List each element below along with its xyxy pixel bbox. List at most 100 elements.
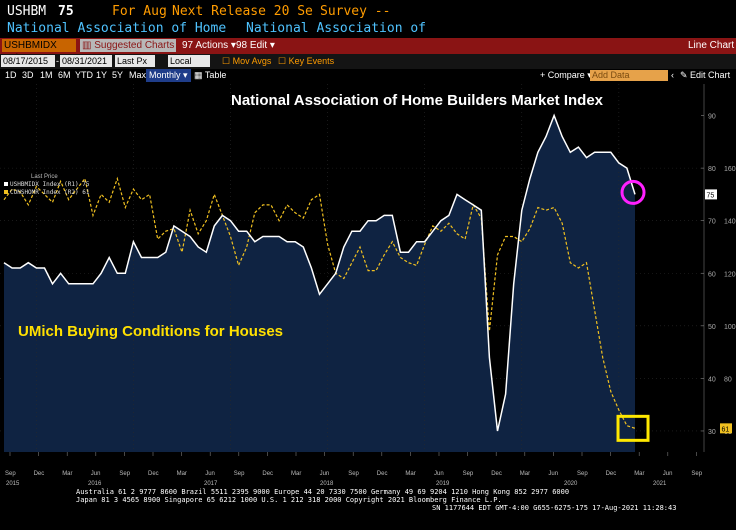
- x-tick-label: Jun: [434, 471, 444, 477]
- next-release: Next Release 20 Se: [172, 4, 313, 19]
- series-line-ushbmidx: [3, 113, 636, 432]
- x-tick-label: Dec: [34, 471, 45, 477]
- description-1: National Association of Home: [7, 21, 227, 36]
- suggested-charts-button[interactable]: ▥ Suggested Charts: [80, 39, 176, 52]
- currency-select[interactable]: Local CCY: [168, 55, 210, 78]
- for-period: For Aug: [112, 4, 167, 19]
- compare-button[interactable]: + Compare ▾: [540, 69, 592, 82]
- ticker-field[interactable]: USHBMIDX Index: [2, 39, 76, 64]
- command-bar: USHBMIDX Index ▥ Suggested Charts 97 Act…: [0, 38, 736, 64]
- pencil-icon: ✎: [680, 70, 691, 80]
- frequency-label: Monthly: [149, 70, 181, 80]
- add-data-input[interactable]: Add Data: [590, 70, 668, 81]
- last-value-label-yellow: 61: [722, 426, 730, 433]
- chart-area: 3040506070809060801001201401607561SepDec…: [0, 82, 736, 487]
- last-value-label-white: 75: [707, 192, 715, 199]
- highlight-box: [616, 414, 650, 442]
- x-tick-label: Sep: [5, 471, 16, 477]
- survey: Survey --: [320, 4, 391, 19]
- x-tick-label: Mar: [62, 471, 72, 477]
- zoom-back-icon[interactable]: ‹: [671, 70, 674, 80]
- series-line-conshomr: [3, 176, 636, 429]
- x-tick-label: Mar: [520, 471, 530, 477]
- y2-tick-label: 160: [724, 166, 736, 173]
- checkbox-icon: ☐: [222, 56, 233, 66]
- period-5y[interactable]: 5Y: [112, 70, 124, 80]
- key-events-label: Key Events: [288, 56, 335, 66]
- x-tick-label: Dec: [262, 471, 273, 477]
- series-annotation: UMich Buying Conditions for Houses: [18, 323, 283, 340]
- year-label: 2018: [320, 481, 334, 486]
- table-icon: ▦: [194, 70, 205, 80]
- compare-label: Compare: [547, 70, 585, 80]
- last-value: 75: [58, 4, 74, 19]
- end-date-input[interactable]: 08/31/2021: [60, 55, 112, 67]
- x-tick-label: Jun: [205, 471, 215, 477]
- edit-label: Edit: [249, 40, 268, 51]
- legend-swatch: [4, 182, 8, 186]
- footer: Australia 61 2 9777 8600 Brazil 5511 239…: [0, 486, 736, 530]
- key-events-toggle[interactable]: ☐ Key Events: [278, 55, 334, 67]
- x-tick-label: Mar: [177, 471, 187, 477]
- y-tick-label: 60: [708, 271, 716, 278]
- y2-tick-label: 80: [724, 376, 732, 383]
- legend-label: USHBMIDX Index (R1) 75: [10, 181, 90, 188]
- series-area-fill: [4, 115, 636, 452]
- header: USHBM 75 For Aug Next Release 20 Se Surv…: [0, 0, 736, 38]
- footer-line-2: Japan 81 3 4565 8900 Singapore 65 6212 1…: [76, 496, 502, 504]
- checkbox-icon: ☐: [278, 56, 289, 66]
- x-tick-label: Sep: [691, 471, 702, 477]
- x-tick-label: Sep: [577, 471, 588, 477]
- x-tick-label: Mar: [291, 471, 301, 477]
- table-label: Table: [204, 70, 227, 80]
- edit-menu[interactable]: 98 Edit ▾: [236, 39, 275, 52]
- y-tick-label: 90: [708, 114, 716, 121]
- highlight-circle: [620, 179, 646, 205]
- year-label: 2017: [204, 481, 218, 486]
- period-6m[interactable]: 6M: [58, 70, 71, 80]
- edit-chart-button[interactable]: ✎ Edit Chart: [680, 69, 730, 82]
- y2-tick-label: 100: [724, 324, 736, 331]
- x-tick-label: Jun: [548, 471, 558, 477]
- last-value-tag-yellow: [720, 423, 732, 434]
- x-tick-label: Sep: [463, 471, 474, 477]
- year-label: 2019: [436, 481, 450, 486]
- date-separator-icon: -: [56, 56, 59, 66]
- x-tick-label: Mar: [405, 471, 415, 477]
- x-tick-label: Dec: [377, 471, 388, 477]
- start-date-input[interactable]: 08/17/2015: [1, 55, 55, 67]
- last-value-tag-white: [705, 189, 717, 200]
- axis-panel: [704, 82, 736, 486]
- y-tick-label: 30: [708, 429, 716, 436]
- frequency-select[interactable]: Monthly ▾: [146, 69, 191, 82]
- period-1m[interactable]: 1M: [40, 70, 53, 80]
- chevron-down-icon: ▾: [267, 40, 275, 51]
- period-1y[interactable]: 1Y: [96, 70, 108, 80]
- actions-menu[interactable]: 97 Actions ▾: [182, 39, 236, 52]
- y-tick-label: 50: [708, 324, 716, 331]
- suggested-charts-label: Suggested Charts: [94, 40, 175, 51]
- y-tick-label: 80: [708, 166, 716, 173]
- y-tick-label: 70: [708, 219, 716, 226]
- actions-icon: 97: [182, 40, 196, 51]
- x-tick-label: Sep: [348, 471, 359, 477]
- chevron-down-icon: ▾: [584, 70, 592, 80]
- chevron-down-icon: ▾: [228, 40, 236, 51]
- x-tick-label: Sep: [119, 471, 130, 477]
- description-2: National Association of: [246, 21, 427, 36]
- actions-label: Actions: [195, 40, 229, 51]
- year-label: 2016: [88, 481, 102, 486]
- x-tick-label: Dec: [606, 471, 617, 477]
- x-tick-label: Sep: [234, 471, 245, 477]
- y2-tick-label: 140: [724, 219, 736, 226]
- footer-line-3: SN 1177644 EDT GMT-4:00 G655-6275-175 17…: [432, 504, 677, 512]
- table-button[interactable]: ▦ Table: [194, 69, 226, 82]
- year-label: 2015: [6, 481, 20, 486]
- price-field-select[interactable]: Last Px: [115, 55, 155, 67]
- period-max[interactable]: Max: [129, 70, 147, 80]
- x-tick-label: Dec: [491, 471, 502, 477]
- period-ytd[interactable]: YTD: [75, 70, 93, 80]
- mov-avgs-toggle[interactable]: ☐ Mov Avgs: [222, 55, 271, 67]
- period-1d[interactable]: 1D: [5, 70, 17, 80]
- period-3d[interactable]: 3D: [22, 70, 34, 80]
